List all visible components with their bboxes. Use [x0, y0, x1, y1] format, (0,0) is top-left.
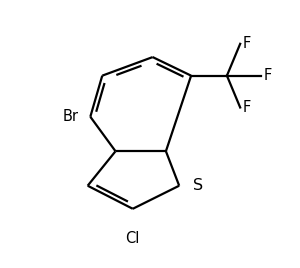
Text: Br: Br [62, 109, 78, 124]
Text: F: F [242, 100, 250, 115]
Text: Cl: Cl [126, 231, 140, 246]
Text: F: F [263, 68, 272, 83]
Text: F: F [242, 36, 250, 51]
Text: S: S [193, 178, 203, 193]
